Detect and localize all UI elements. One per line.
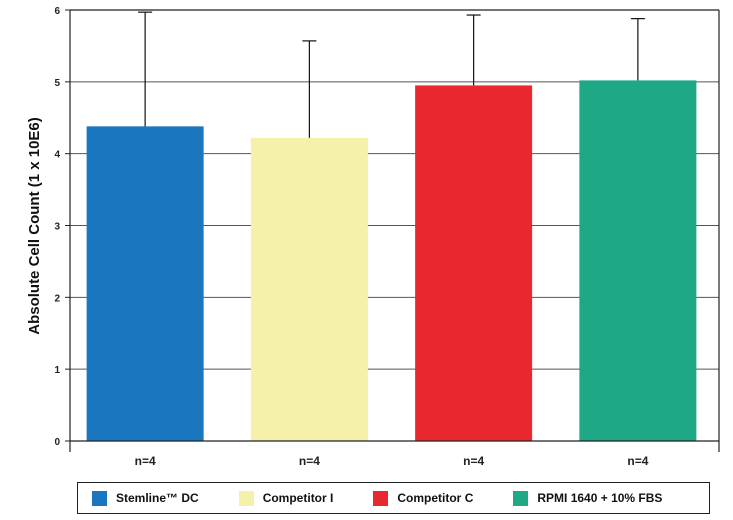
legend-label: Competitor I — [262, 491, 334, 505]
legend-swatch — [92, 490, 107, 506]
error-bars — [138, 11, 645, 138]
legend-item-stemline: Stemline™ DC — [92, 490, 199, 506]
legend: Stemline™ DC Competitor I Competitor C R… — [77, 482, 710, 514]
sample-size-labels: n=4 n=4 n=4 n=4 — [135, 454, 649, 468]
legend-item-rpmi: RPMI 1640 + 10% FBS — [513, 490, 663, 506]
legend-item-competitor-i: Competitor I — [238, 490, 334, 506]
y-tick-label: 5 — [54, 78, 60, 89]
y-tick-label: 3 — [54, 222, 60, 233]
bar — [415, 85, 533, 442]
bar-chart: 0 1 2 3 4 5 6 n=4 n=4 n=4 n=4 Absolute Cell Count… — [26, 6, 720, 468]
bar — [579, 80, 697, 441]
bar — [250, 137, 368, 441]
legend-item-competitor-c: Competitor C — [373, 490, 474, 506]
axes — [69, 9, 720, 452]
y-tick-label: 4 — [54, 150, 60, 161]
y-tick-label: 0 — [54, 437, 60, 448]
legend-label: RPMI 1640 + 10% FBS — [537, 491, 663, 505]
bars — [86, 80, 697, 442]
y-tick-label: 1 — [54, 365, 60, 376]
legend-swatch — [373, 490, 389, 506]
y-axis-label: Absolute Cell Count (1 x 10E6) — [26, 117, 43, 335]
y-tick-label: 6 — [54, 6, 60, 17]
legend-swatch — [238, 490, 254, 506]
sample-size-label: n=4 — [135, 454, 156, 468]
legend-swatch — [513, 490, 529, 506]
sample-size-label: n=4 — [463, 454, 484, 468]
legend-label: Stemline™ DC — [116, 491, 199, 505]
bar — [86, 126, 204, 442]
sample-size-label: n=4 — [627, 454, 648, 468]
sample-size-label: n=4 — [299, 454, 320, 468]
y-tick-label: 2 — [54, 293, 60, 304]
legend-label: Competitor C — [397, 491, 474, 505]
y-axis-ticks: 0 1 2 3 4 5 6 — [54, 6, 70, 448]
